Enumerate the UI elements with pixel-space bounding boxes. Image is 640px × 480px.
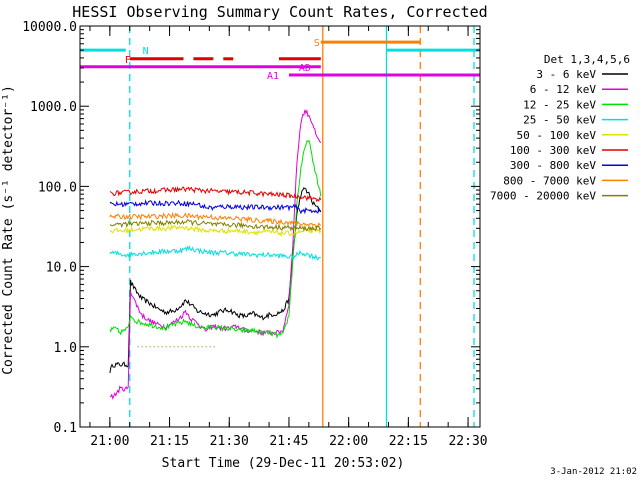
flag-label-n: N (143, 46, 149, 57)
x-tick-label: 21:00 (90, 434, 129, 449)
flag-label-s: S (314, 38, 320, 49)
legend-item-label: 25 - 50 keV (523, 114, 596, 127)
legend-item-label: 12 - 25 keV (523, 98, 596, 111)
series-line-7000-20000kev (109, 218, 322, 232)
x-tick-label: 22:15 (389, 434, 428, 449)
series-line-100-300kev (109, 186, 322, 203)
x-tick-label: 22:30 (448, 434, 487, 449)
y-tick-label: 1000.0 (30, 100, 77, 115)
plot-frame (79, 25, 481, 428)
flag-label-ad: AD (299, 63, 311, 74)
series-line-800-7000kev (109, 211, 321, 229)
flag-label-f: F (125, 55, 131, 66)
legend-item-label: 7000 - 20000 keV (490, 190, 596, 203)
y-axis-label: Corrected Count Rate (s⁻¹ detector⁻¹) (1, 85, 16, 375)
x-tick-label: 21:15 (150, 434, 189, 449)
series-line-12-25kev (109, 139, 322, 340)
x-tick-label: 21:30 (210, 434, 249, 449)
series-line-6-12kev (109, 108, 322, 400)
legend-item-label: 300 - 800 keV (510, 159, 596, 172)
y-tick-label: 0.1 (54, 421, 77, 436)
chart-title: HESSI Observing Summary Count Rates, Cor… (72, 3, 487, 21)
legend-item-label: 100 - 300 keV (510, 144, 596, 157)
legend-item-label: 6 - 12 keV (530, 83, 597, 96)
legend-item-label: 800 - 7000 keV (503, 174, 596, 187)
flag-label-a1: A1 (267, 71, 279, 82)
series-line-50-100kev (109, 224, 322, 238)
x-tick-label: 21:45 (269, 434, 308, 449)
legend-title: Det 1,3,4,5,6 (544, 53, 630, 66)
legend-item-label: 50 - 100 keV (517, 129, 597, 142)
y-tick-label: 10.0 (46, 261, 77, 276)
series-line-300-800kev (109, 198, 321, 215)
series-line-25-50kev (109, 245, 321, 261)
y-tick-label: 1.0 (54, 341, 77, 356)
generation-date: 3-Jan-2012 21:02 (550, 467, 637, 477)
y-tick-label: 10000.0 (22, 20, 77, 35)
series-line-3-6kev (109, 187, 322, 374)
x-tick-label: 22:00 (329, 434, 368, 449)
y-tick-label: 100.0 (38, 180, 77, 195)
legend-item-label: 3 - 6 keV (536, 68, 596, 81)
x-axis-label: Start Time (29-Dec-11 20:53:02) (162, 456, 405, 471)
